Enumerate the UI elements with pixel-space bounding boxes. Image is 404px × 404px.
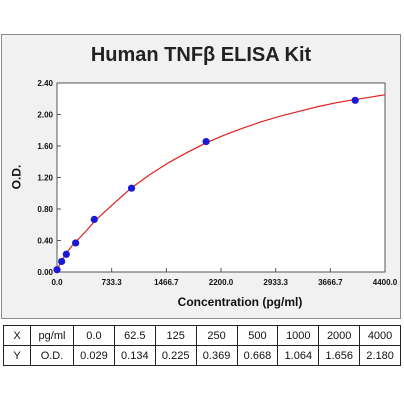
data-points — [53, 96, 359, 274]
table-row: Y O.D. 0.029 0.134 0.225 0.369 0.668 1.064 1.656… — [3, 345, 401, 366]
table-unit-cell: pg/ml — [30, 325, 74, 346]
x-tick-label: 0.0 — [51, 278, 63, 287]
fit-curve-line — [56, 94, 386, 270]
table-cell: 500 — [236, 325, 279, 346]
data-point — [62, 250, 70, 258]
data-point — [72, 239, 80, 247]
y-tick-label: 2.40 — [37, 79, 53, 88]
plot-area — [56, 82, 386, 273]
y-tick-label: 0.80 — [37, 205, 53, 214]
x-axis-label: Concentration (pg/ml) — [177, 295, 303, 309]
x-tick-label: 1466.7 — [154, 278, 179, 287]
data-point — [53, 266, 61, 274]
x-tick-label: 4400.0 — [373, 278, 398, 287]
data-point — [351, 96, 359, 104]
table-cell: 0.029 — [73, 345, 115, 366]
table-cell: 1.064 — [277, 345, 320, 366]
table-cell: 2000 — [318, 325, 361, 346]
chart-title: Human TNFβ ELISA Kit — [90, 44, 312, 66]
y-axis-ticks: 0.00 0.40 0.80 1.20 1.60 2.00 2.40 — [37, 79, 61, 277]
table-cell: 0.369 — [195, 345, 238, 366]
table-cell: 4000 — [359, 325, 401, 346]
table-cell: 0.668 — [236, 345, 279, 366]
table-cell: 62.5 — [113, 325, 156, 346]
table-unit-cell: O.D. — [30, 345, 74, 366]
table-cell: 125 — [154, 325, 197, 346]
x-tick-label: 2200.0 — [209, 278, 234, 287]
table-row-header: X — [3, 325, 31, 346]
table-cell: 1000 — [277, 325, 320, 346]
data-point — [58, 257, 66, 266]
table-cell: 0.0 — [73, 325, 115, 346]
table-cell: 0.225 — [154, 345, 197, 366]
x-tick-label: 733.3 — [102, 278, 123, 287]
x-tick-label: 3666.7 — [318, 278, 343, 287]
y-tick-label: 1.20 — [37, 174, 53, 183]
table-cell: 250 — [195, 325, 238, 346]
y-tick-label: 1.60 — [37, 142, 53, 151]
table-row-header: Y — [3, 345, 31, 366]
y-tick-label: 0.40 — [37, 237, 53, 246]
table-cell: 1.656 — [318, 345, 361, 366]
y-tick-label: 2.00 — [37, 111, 53, 120]
x-tick-label: 2933.3 — [263, 278, 288, 287]
data-point — [127, 184, 136, 192]
data-point — [202, 137, 210, 146]
table-cell: 2.180 — [359, 345, 401, 366]
y-tick-label: 0.00 — [37, 268, 53, 277]
data-point — [90, 215, 98, 223]
table-cell: 0.134 — [113, 345, 156, 366]
